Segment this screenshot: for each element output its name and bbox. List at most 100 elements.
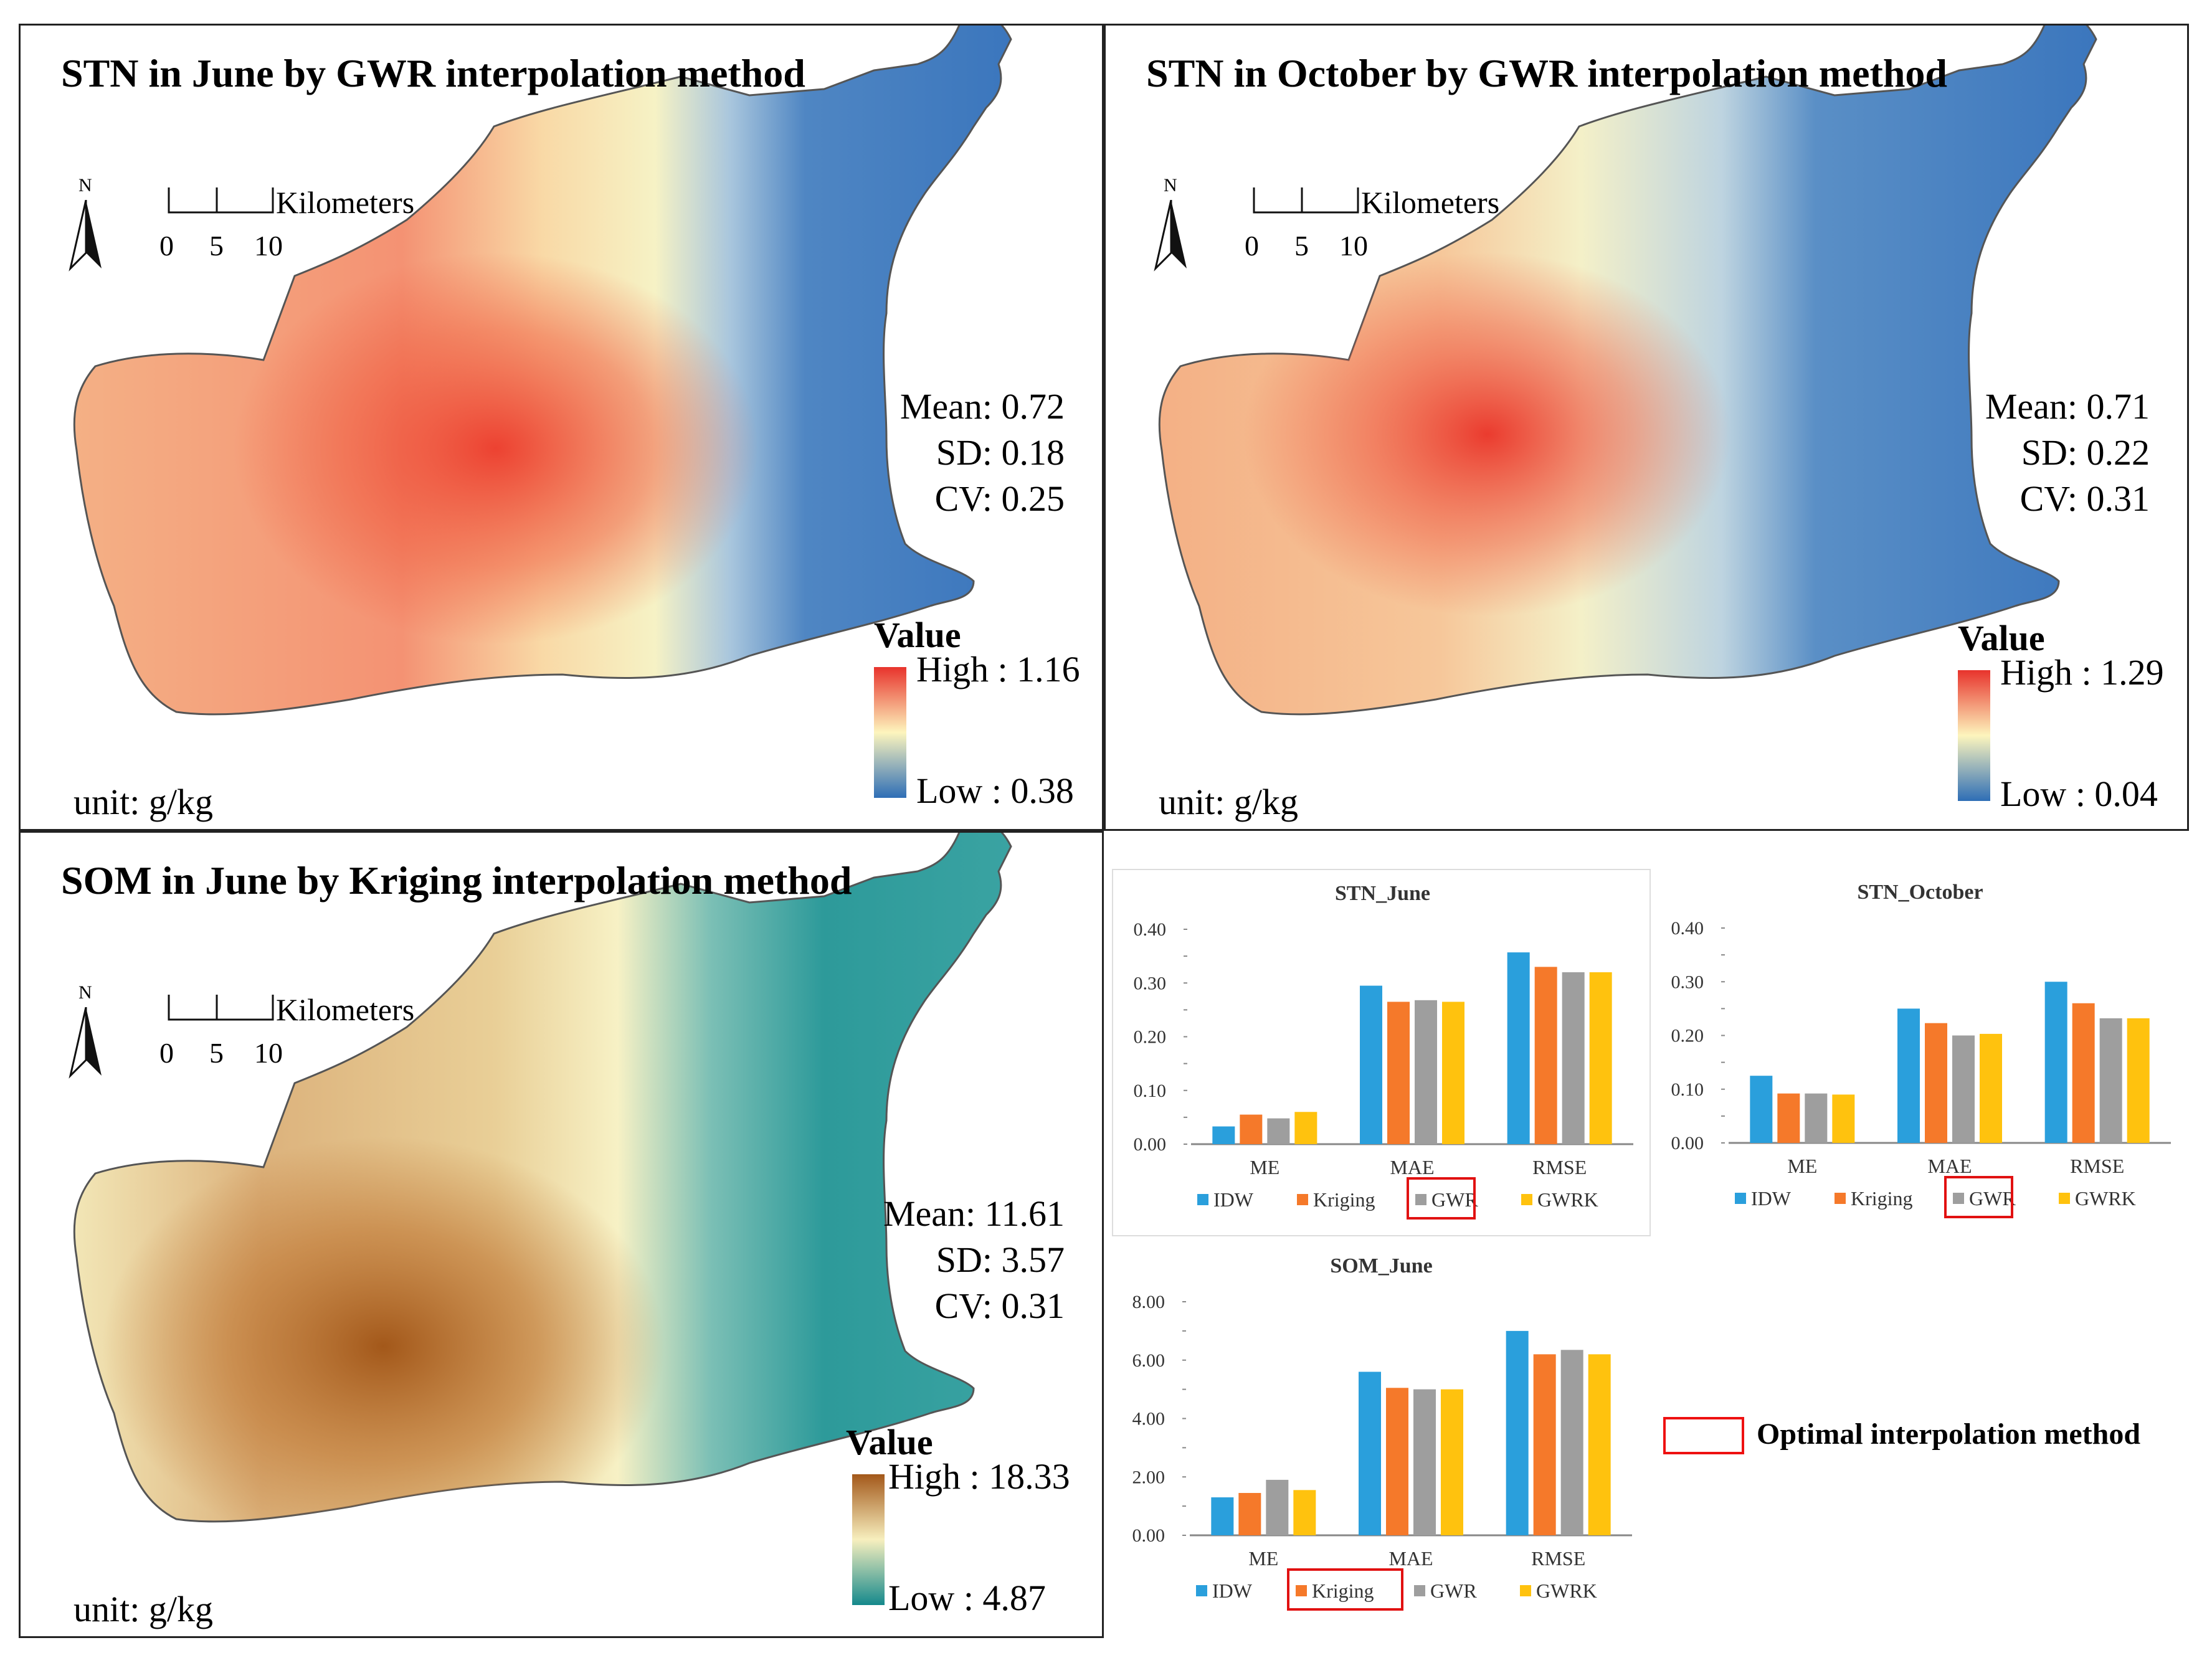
y-tick-label: 0.40 (1671, 918, 1704, 939)
legend-color-ramp (1958, 670, 1990, 801)
bar-gwr-rmse (1560, 1350, 1583, 1535)
unit-label: unit: g/kg (74, 782, 213, 822)
scale-unit: Kilometers (276, 185, 415, 220)
stat-sd: SD: 0.22 (2021, 432, 2150, 473)
y-tick-label: 0.20 (1671, 1026, 1704, 1046)
bar-kriging-me (1238, 1493, 1261, 1535)
map-title: SOM in June by Kriging interpolation met… (61, 858, 852, 902)
bar-gwrk-rmse (2127, 1018, 2150, 1143)
map-title: STN in October by GWR interpolation meth… (1146, 51, 1947, 95)
optimal-legend-label: Optimal interpolation method (1757, 1418, 2141, 1451)
map-title: STN in June by GWR interpolation method (61, 51, 805, 95)
scale-tick-5: 5 (1294, 230, 1309, 262)
bar-kriging-mae (1387, 1002, 1410, 1144)
bar-kriging-rmse (1534, 967, 1557, 1144)
stat-mean: Mean: 11.61 (883, 1193, 1065, 1234)
legend-high: High : 1.16 (916, 649, 1080, 689)
legend-swatch-gwr (1953, 1193, 1964, 1204)
legend-title: Value (874, 615, 961, 655)
stat-mean: Mean: 0.72 (900, 386, 1065, 427)
bar-gwr-rmse (1562, 972, 1585, 1144)
category-label: MAE (1927, 1155, 1972, 1177)
scale-bar: Kilometers 0 5 10 (159, 184, 435, 272)
legend-label-gwr: GWR (1969, 1187, 2016, 1210)
y-tick-label: 4.00 (1132, 1409, 1165, 1429)
legend-label-kriging: Kriging (1851, 1187, 1913, 1210)
map-stats: Mean: 11.61 SD: 3.57 CV: 0.31 (883, 1191, 1065, 1329)
optimal-highlight-box (1407, 1177, 1476, 1220)
legend-label-gwrk: GWRK (1537, 1188, 1598, 1211)
legend-swatch-idw (1735, 1193, 1746, 1204)
stat-cv: CV: 0.25 (934, 478, 1065, 519)
legend-label-idw: IDW (1213, 1188, 1254, 1211)
north-label: N (78, 175, 92, 196)
bar-idw-rmse (1506, 1330, 1529, 1535)
legend-color-ramp (852, 1474, 885, 1605)
bar-gwr-me (1267, 1118, 1290, 1144)
bar-idw-rmse (1507, 952, 1530, 1144)
bar-gwrk-mae (1442, 1002, 1464, 1144)
y-tick-label: 0.30 (1671, 972, 1704, 992)
y-tick-label: 0.10 (1671, 1079, 1704, 1100)
scale-tick-0: 0 (1245, 230, 1259, 262)
legend-swatch-kriging (1835, 1193, 1846, 1204)
stat-mean: Mean: 0.71 (1985, 386, 2150, 427)
north-arrow-icon: N (67, 175, 105, 281)
bar-gwrk-mae (1441, 1389, 1463, 1535)
map-stats: Mean: 0.72 SD: 0.18 CV: 0.25 (900, 384, 1065, 522)
y-tick-label: 8.00 (1132, 1292, 1165, 1312)
chart-title: STN_October (1857, 881, 1983, 904)
category-label: MAE (1388, 1547, 1433, 1570)
scale-unit: Kilometers (276, 992, 415, 1027)
bar-idw-me (1212, 1126, 1235, 1144)
stat-sd: SD: 0.18 (936, 432, 1065, 473)
legend-low: Low : 0.38 (916, 770, 1074, 811)
north-label: N (1164, 175, 1177, 196)
bar-gwrk-rmse (1588, 1354, 1611, 1535)
legend-color-ramp (874, 667, 906, 798)
bar-gwr-me (1266, 1479, 1289, 1535)
category-label: RMSE (1532, 1156, 1587, 1178)
legend-label-gwr: GWR (1431, 1188, 1478, 1211)
chart-som-june: SOM_June 0.00 2.00 4.00 6.00 8.00 ME MAE RMSE IDW… (1112, 1243, 1651, 1629)
map-panel-som-june: SOM in June by Kriging interpolation met… (19, 831, 1104, 1638)
legend-label-kriging: Kriging (1313, 1188, 1375, 1211)
stat-cv: CV: 0.31 (934, 1286, 1065, 1326)
north-arrow-icon: N (1152, 175, 1190, 281)
bar-gwr-mae (1415, 1000, 1437, 1144)
bar-kriging-rmse (2072, 1003, 2095, 1143)
bar-kriging-me (1240, 1114, 1263, 1144)
y-tick-label: 0.10 (1134, 1081, 1167, 1101)
category-label: RMSE (2070, 1155, 2124, 1177)
scale-bar: Kilometers 0 5 10 (159, 992, 435, 1079)
bar-gwrk-me (1293, 1490, 1316, 1535)
legend-label-idw: IDW (1212, 1580, 1253, 1602)
chart-title: SOM_June (1330, 1254, 1432, 1277)
bar-kriging-mae (1386, 1388, 1408, 1535)
bar-gwrk-rmse (1589, 972, 1612, 1144)
category-label: MAE (1390, 1156, 1434, 1178)
y-tick-label: 0.00 (1671, 1133, 1704, 1153)
legend-low: Low : 4.87 (888, 1578, 1046, 1618)
north-label: N (78, 982, 92, 1003)
category-label: ME (1250, 1156, 1279, 1178)
bar-idw-mae (1897, 1008, 1920, 1143)
legend-title: Value (1958, 618, 2045, 658)
map-panel-stn-october: STN in October by GWR interpolation meth… (1104, 24, 2189, 831)
legend-swatch-gwrk (2059, 1193, 2070, 1204)
y-tick-label: 2.00 (1132, 1467, 1165, 1487)
y-tick-label: 0.30 (1134, 973, 1167, 993)
y-tick-label: 6.00 (1132, 1350, 1165, 1371)
bar-kriging-mae (1925, 1023, 1947, 1143)
y-tick-label: 0.00 (1132, 1525, 1165, 1546)
map-panel-stn-june: STN in June by GWR interpolation method … (19, 24, 1104, 831)
stat-cv: CV: 0.31 (2020, 478, 2150, 519)
chart-stn-october: STN_October 0.00 0.10 0.20 0.30 0.40 ME MAE RMSE… (1651, 869, 2190, 1236)
y-tick-label: 0.00 (1134, 1134, 1167, 1155)
bar-gwr-rmse (2099, 1018, 2122, 1143)
bar-idw-rmse (2044, 982, 2067, 1143)
stat-sd: SD: 3.57 (936, 1239, 1065, 1280)
bar-gwr-me (1805, 1093, 1828, 1143)
chart-svg: STN_June 0.00 0.10 0.20 0.30 0.40 ME MAE RMSE IDW… (1134, 882, 1633, 1220)
bar-gwrk-me (1832, 1094, 1855, 1143)
